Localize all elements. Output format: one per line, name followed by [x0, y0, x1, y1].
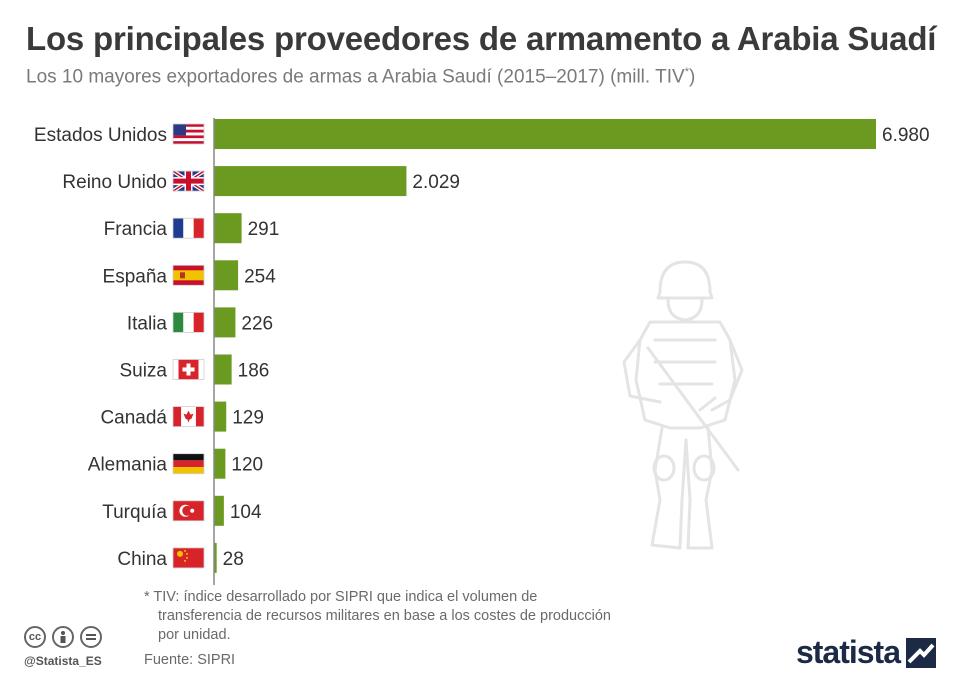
cc-icon[interactable]: cc	[24, 626, 46, 648]
by-icon[interactable]	[52, 626, 74, 648]
bar	[214, 354, 232, 385]
statista-handle[interactable]: @Statista_ES	[24, 654, 102, 668]
flag-switzerland-icon	[172, 359, 205, 380]
value-label: 28	[223, 549, 244, 570]
statista-logo[interactable]: statista	[796, 634, 936, 671]
footnote-line-2: transferencia de recursos militares en b…	[158, 608, 611, 624]
flag-spain-icon	[172, 264, 205, 286]
bar	[214, 307, 236, 338]
page-subtitle: Los 10 mayores exportadores de armas a A…	[26, 66, 695, 88]
subtitle-asterisk: *	[684, 66, 689, 78]
category-label: Estados Unidos	[34, 125, 167, 146]
footnote-line-3: por unidad.	[158, 627, 231, 643]
value-label: 291	[248, 219, 280, 240]
category-label: Alemania	[88, 455, 168, 476]
value-label: 254	[244, 266, 276, 287]
flag-germany-icon	[172, 453, 205, 475]
category-label: Canadá	[100, 408, 167, 429]
category-label: Francia	[104, 219, 168, 240]
flag-france-icon	[172, 217, 205, 239]
category-label: España	[103, 266, 168, 287]
flag-usa-icon	[172, 123, 205, 145]
source-note: Fuente: SIPRI	[144, 652, 236, 668]
flag-china-icon	[172, 547, 205, 569]
license-icons[interactable]: cc	[24, 626, 102, 648]
value-label: 104	[230, 502, 262, 523]
value-label: 6.980	[882, 125, 930, 146]
bar	[214, 166, 407, 197]
bar	[214, 495, 224, 526]
statista-mark-icon	[906, 637, 936, 668]
bar	[214, 448, 226, 479]
bar	[214, 542, 217, 573]
subtitle-close: )	[688, 66, 696, 88]
bar	[214, 401, 227, 432]
flag-canada-icon	[172, 406, 205, 428]
flag-uk-icon	[171, 169, 206, 193]
category-label: Suiza	[119, 361, 167, 382]
flag-italy-icon	[172, 311, 205, 333]
value-label: 226	[241, 313, 273, 334]
value-label: 186	[238, 361, 270, 382]
value-label: 120	[231, 455, 263, 476]
bar	[214, 119, 876, 149]
bar	[214, 260, 239, 291]
value-label: 129	[232, 408, 264, 429]
category-label: Reino Unido	[62, 172, 167, 193]
footnote-line-1: * TIV: índice desarrollado por SIPRI que…	[144, 589, 538, 605]
subtitle-text: Los 10 mayores exportadores de armas a A…	[26, 66, 685, 88]
nd-icon[interactable]	[80, 626, 102, 648]
category-label: China	[117, 549, 167, 570]
soldier-illustration	[622, 260, 744, 550]
flag-turkey-icon	[172, 500, 205, 522]
category-label: Italia	[127, 313, 168, 334]
footnote: * TIV: índice desarrollado por SIPRI que…	[144, 588, 704, 645]
page-title: Los principales proveedores de armamento…	[26, 20, 937, 57]
brand-name: statista	[795, 634, 901, 670]
bar	[214, 213, 242, 244]
category-label: Turquía	[102, 502, 167, 523]
bars-group: 6.980 Estados Unidos 2.029 Reino Unido 291 Fr…	[34, 118, 930, 585]
value-label: 2.029	[412, 172, 460, 193]
